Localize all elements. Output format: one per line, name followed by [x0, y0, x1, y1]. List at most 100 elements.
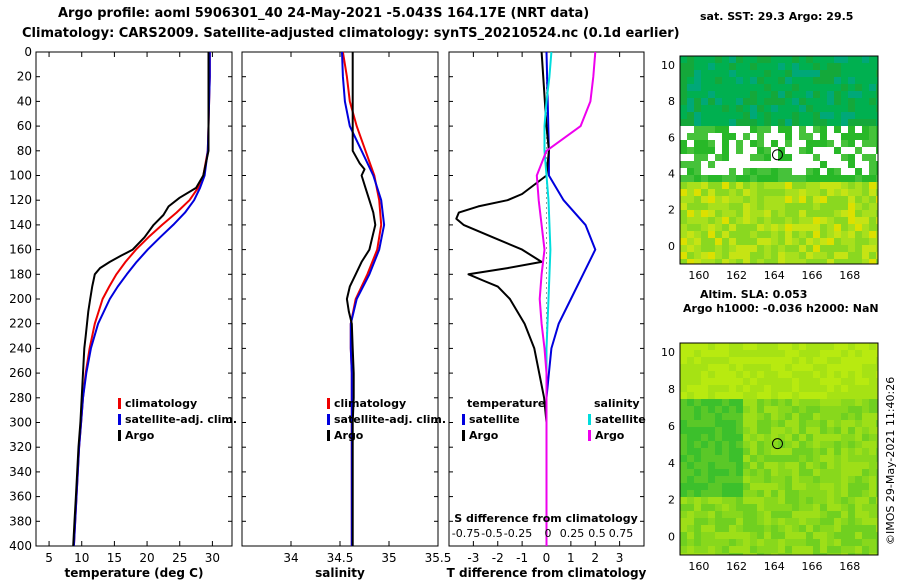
- map-cell: [687, 259, 694, 264]
- map-cell: [778, 70, 785, 77]
- map-cell: [792, 77, 799, 84]
- map-cell: [680, 483, 687, 490]
- map-cell: [771, 196, 778, 203]
- map-cell: [743, 133, 750, 140]
- map-cell: [771, 546, 778, 553]
- map-cell: [715, 532, 722, 539]
- map-cell: [764, 448, 771, 455]
- map-cell: [820, 182, 827, 189]
- map-cell: [841, 497, 848, 504]
- map-cell: [722, 252, 729, 259]
- map-cell: [806, 392, 813, 399]
- map-cell: [876, 364, 878, 371]
- map-cell: [729, 154, 736, 161]
- y-tick-label: 120: [9, 193, 32, 207]
- map-cell: [834, 490, 841, 497]
- map-cell: [869, 70, 876, 77]
- s-tick-label: -0.75: [452, 527, 480, 540]
- y-tick-label: 280: [9, 391, 32, 405]
- map-cell: [876, 420, 878, 427]
- map-cell: [792, 343, 799, 350]
- map-cell: [841, 511, 848, 518]
- map-cell: [792, 63, 799, 70]
- x-tick-label: -3: [467, 551, 479, 565]
- map-cell: [869, 119, 876, 126]
- map-cell: [799, 371, 806, 378]
- map-cell: [876, 119, 878, 126]
- map-cell: [694, 189, 701, 196]
- map-cell: [750, 161, 757, 168]
- map-cell: [820, 112, 827, 119]
- map-cell: [729, 189, 736, 196]
- map-cell: [722, 371, 729, 378]
- map-cell: [855, 476, 862, 483]
- map-cell: [862, 469, 869, 476]
- map-cell: [827, 161, 834, 168]
- map-cell: [862, 399, 869, 406]
- map-cell: [778, 546, 785, 553]
- map-cell: [715, 497, 722, 504]
- map-cell: [778, 518, 785, 525]
- map-cell: [862, 203, 869, 210]
- map-y-tick-label: 6: [668, 131, 675, 144]
- map-cell: [701, 385, 708, 392]
- map-cell: [708, 168, 715, 175]
- map-cell: [785, 413, 792, 420]
- map-cell: [701, 182, 708, 189]
- map-cell: [806, 182, 813, 189]
- map-cell: [820, 378, 827, 385]
- map-cell: [869, 553, 876, 555]
- map-cell: [736, 70, 743, 77]
- map-cell: [848, 91, 855, 98]
- map-cell: [834, 546, 841, 553]
- map-cell: [736, 245, 743, 252]
- map-cell: [743, 518, 750, 525]
- map-cell: [848, 371, 855, 378]
- map-cell: [876, 357, 878, 364]
- map-cell: [771, 497, 778, 504]
- map-cell: [757, 546, 764, 553]
- map-x-tick-label: 164: [764, 560, 785, 573]
- map-cell: [687, 224, 694, 231]
- map-cell: [729, 140, 736, 147]
- map-cell: [750, 196, 757, 203]
- map-cell: [792, 147, 799, 154]
- map-cell: [729, 217, 736, 224]
- map-cell: [750, 490, 757, 497]
- map-cell: [708, 511, 715, 518]
- map-cell: [799, 364, 806, 371]
- map-cell: [771, 364, 778, 371]
- map-cell: [757, 70, 764, 77]
- y-tick-label: 240: [9, 341, 32, 355]
- map-cell: [841, 448, 848, 455]
- map-cell: [757, 448, 764, 455]
- legend-title: salinity: [594, 397, 640, 410]
- map-cell: [869, 154, 876, 161]
- map-cell: [736, 497, 743, 504]
- map-cell: [708, 161, 715, 168]
- map-cell: [862, 371, 869, 378]
- map-cell: [722, 224, 729, 231]
- map-cell: [876, 154, 878, 161]
- map-cell: [757, 105, 764, 112]
- map-cell: [785, 525, 792, 532]
- map-cell: [785, 504, 792, 511]
- map-cell: [729, 84, 736, 91]
- map-cell: [813, 357, 820, 364]
- map-cell: [778, 392, 785, 399]
- map-cell: [862, 476, 869, 483]
- map-cell: [785, 168, 792, 175]
- map-cell: [806, 203, 813, 210]
- map-cell: [799, 84, 806, 91]
- map-cell: [869, 224, 876, 231]
- map-cell: [792, 245, 799, 252]
- map-cell: [729, 511, 736, 518]
- map-cell: [834, 147, 841, 154]
- map-cell: [680, 91, 687, 98]
- map-cell: [680, 406, 687, 413]
- map-cell: [862, 231, 869, 238]
- map-cell: [876, 224, 878, 231]
- map-cell: [743, 112, 750, 119]
- map-cell: [841, 105, 848, 112]
- map-cell: [736, 350, 743, 357]
